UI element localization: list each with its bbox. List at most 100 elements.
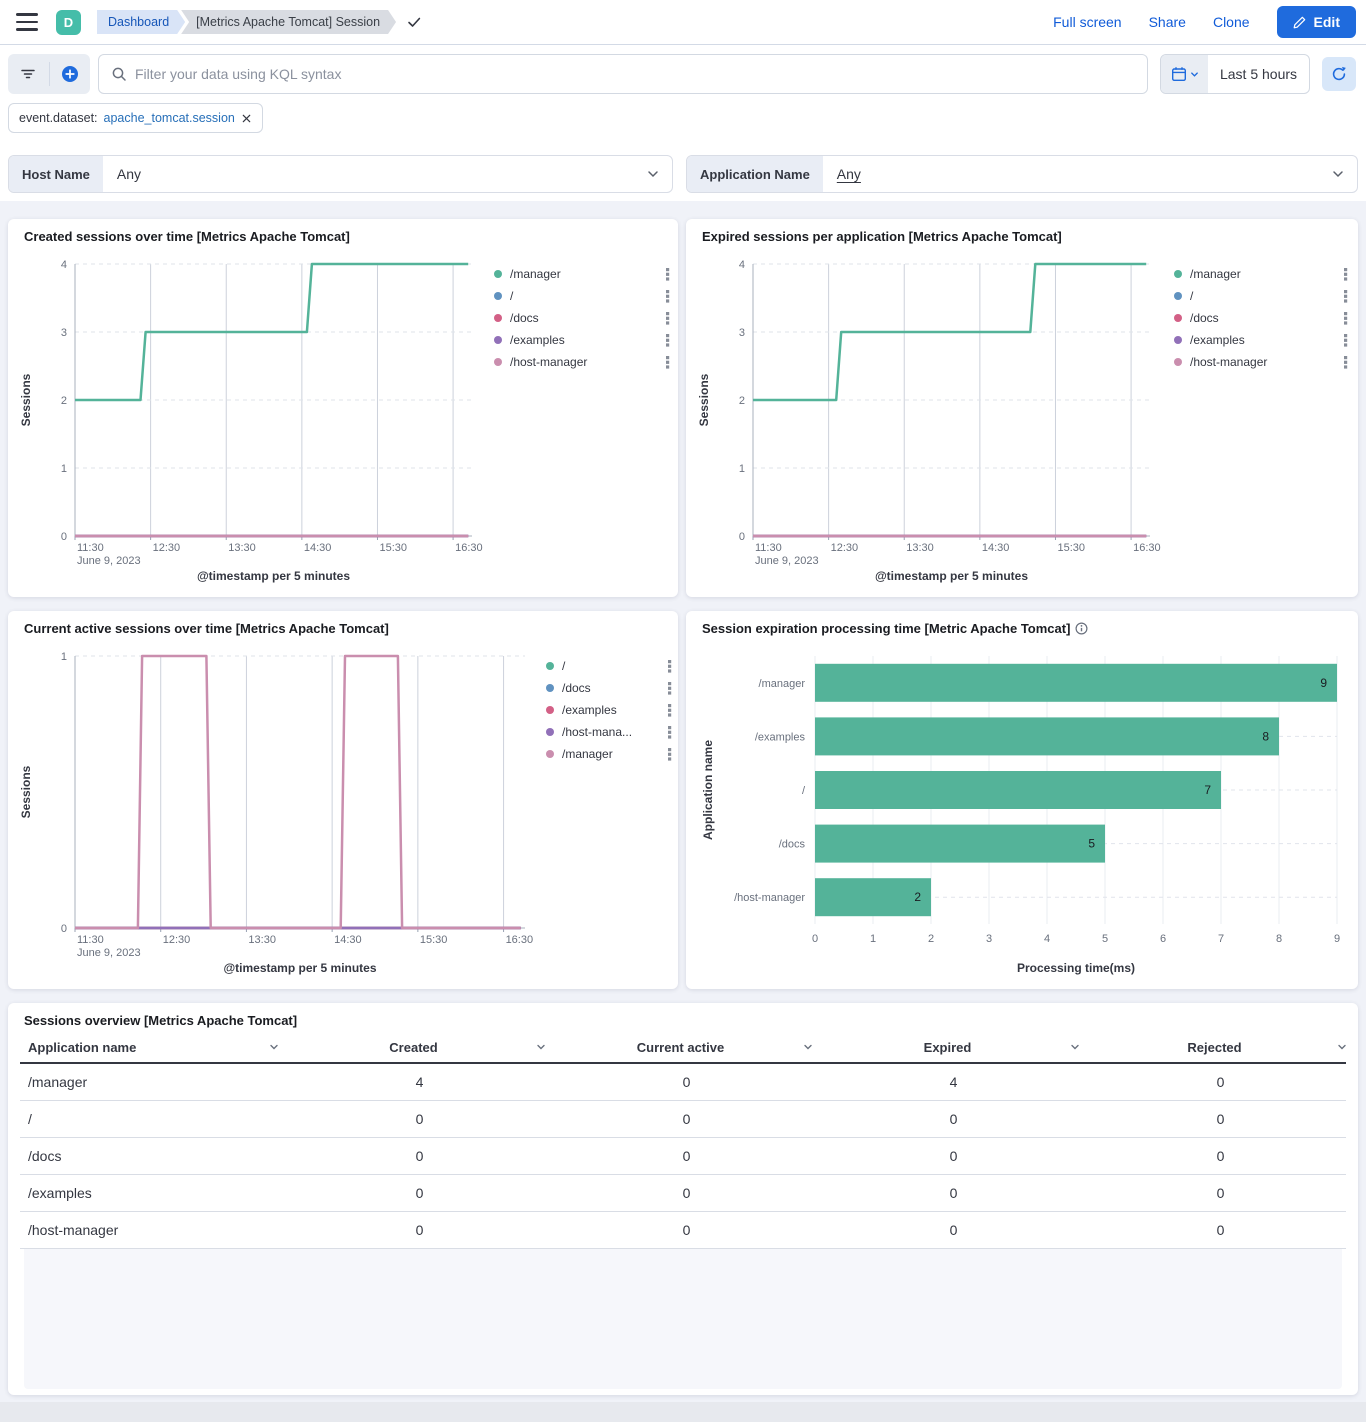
legend-menu-icon[interactable] [668, 660, 672, 673]
app-name-cell: /manager [20, 1064, 286, 1100]
column-header-expired[interactable]: Expired [820, 1032, 1087, 1062]
breadcrumb-current[interactable]: [Metrics Apache Tomcat] Session [181, 10, 396, 34]
control-application-name-value[interactable]: Any [823, 156, 1331, 192]
info-icon[interactable] [1075, 622, 1088, 635]
bar-/ [815, 771, 1221, 809]
value-cell: 0 [286, 1212, 553, 1248]
column-header-current-active[interactable]: Current active [553, 1032, 820, 1062]
full-screen-button[interactable]: Full screen [1053, 14, 1121, 30]
legend-item[interactable]: /manager [1174, 263, 1348, 285]
legend-item[interactable]: /host-manager [494, 351, 670, 373]
sort-chevron-icon [268, 1041, 280, 1053]
legend-item[interactable]: / [1174, 285, 1348, 307]
legend-dot [546, 684, 554, 692]
search-input[interactable] [135, 66, 1135, 82]
svg-text:0: 0 [61, 923, 67, 935]
legend-item[interactable]: /host-mana... [546, 721, 672, 743]
date-picker: Last 5 hours [1160, 54, 1310, 94]
table-empty-area [24, 1249, 1342, 1389]
filter-icon [20, 66, 36, 82]
legend-item[interactable]: /docs [1174, 307, 1348, 329]
column-header-application-name[interactable]: Application name [20, 1032, 286, 1062]
check-icon[interactable] [406, 14, 422, 30]
legend-label: /host-mana... [562, 725, 660, 739]
date-quick-select-button[interactable] [1161, 55, 1208, 93]
value-cell: 0 [820, 1175, 1087, 1211]
filter-pill[interactable]: event.dataset: apache_tomcat.session [8, 103, 263, 133]
legend-label: /manager [562, 747, 660, 761]
x-axis-title: @timestamp per 5 minutes [223, 961, 376, 975]
svg-text:14:30: 14:30 [304, 542, 332, 554]
share-button[interactable]: Share [1149, 14, 1186, 30]
menu-icon[interactable] [16, 13, 38, 31]
clone-button[interactable]: Clone [1213, 14, 1250, 30]
legend-item[interactable]: /manager [494, 263, 670, 285]
legend-menu-icon[interactable] [1344, 312, 1348, 325]
legend-menu-icon[interactable] [666, 268, 670, 281]
refresh-button[interactable] [1322, 57, 1356, 91]
svg-text:7: 7 [1218, 933, 1224, 945]
panel-created-sessions: Created sessions over time [Metrics Apac… [8, 219, 678, 597]
svg-text:15:30: 15:30 [1057, 542, 1085, 554]
svg-text:0: 0 [61, 531, 67, 543]
chevron-down-icon[interactable] [1331, 156, 1357, 192]
close-icon[interactable] [241, 113, 252, 124]
legend-menu-icon[interactable] [668, 682, 672, 695]
control-host-name-value[interactable]: Any [103, 156, 646, 192]
legend-label: /docs [510, 311, 658, 325]
svg-text:0: 0 [739, 531, 745, 543]
legend-label: / [1190, 289, 1336, 303]
sort-chevron-icon [1336, 1041, 1348, 1053]
svg-text:June 9, 2023: June 9, 2023 [755, 555, 819, 567]
calendar-icon [1171, 66, 1187, 82]
legend-menu-icon[interactable] [666, 290, 670, 303]
legend-dot [494, 336, 502, 344]
legend-menu-icon[interactable] [666, 356, 670, 369]
legend-menu-icon[interactable] [1344, 356, 1348, 369]
panel-expired-sessions: Expired sessions per application [Metric… [686, 219, 1358, 597]
legend-dot [546, 662, 554, 670]
column-header-rejected[interactable]: Rejected [1087, 1032, 1354, 1062]
chevron-down-icon [1190, 70, 1199, 79]
value-cell: 0 [820, 1138, 1087, 1174]
app-name-cell: /host-manager [20, 1212, 286, 1248]
add-filter-button[interactable] [49, 54, 90, 94]
legend-item[interactable]: /docs [494, 307, 670, 329]
legend-item[interactable]: /docs [546, 677, 672, 699]
value-cell: 0 [286, 1138, 553, 1174]
legend-menu-icon[interactable] [668, 748, 672, 761]
category-label: /examples [755, 731, 806, 743]
time-range-button[interactable]: Last 5 hours [1208, 55, 1309, 93]
svg-text:June 9, 2023: June 9, 2023 [77, 555, 141, 567]
svg-text:14:30: 14:30 [982, 542, 1010, 554]
legend-item[interactable]: / [494, 285, 670, 307]
svg-text:5: 5 [1102, 933, 1108, 945]
avatar[interactable]: D [56, 10, 81, 35]
legend-menu-icon[interactable] [1344, 290, 1348, 303]
svg-text:3: 3 [61, 327, 67, 339]
legend-item[interactable]: /examples [494, 329, 670, 351]
svg-text:0: 0 [812, 933, 818, 945]
filter-settings-button[interactable] [8, 54, 49, 94]
svg-text:8: 8 [1276, 933, 1282, 945]
bar-value-label: 7 [1204, 783, 1211, 797]
legend-menu-icon[interactable] [668, 726, 672, 739]
column-header-created[interactable]: Created [286, 1032, 553, 1062]
legend-item[interactable]: /examples [1174, 329, 1348, 351]
breadcrumb-dashboard[interactable]: Dashboard [97, 10, 185, 34]
legend-item[interactable]: /host-manager [1174, 351, 1348, 373]
chevron-down-icon[interactable] [646, 156, 672, 192]
legend-menu-icon[interactable] [666, 334, 670, 347]
legend-item[interactable]: / [546, 655, 672, 677]
edit-button[interactable]: Edit [1277, 6, 1356, 38]
legend-item[interactable]: /examples [546, 699, 672, 721]
legend-menu-icon[interactable] [668, 704, 672, 717]
value-cell: 0 [553, 1175, 820, 1211]
legend-menu-icon[interactable] [1344, 334, 1348, 347]
bar-value-label: 2 [914, 890, 921, 904]
legend-menu-icon[interactable] [666, 312, 670, 325]
legend-menu-icon[interactable] [1344, 268, 1348, 281]
legend-dot [494, 270, 502, 278]
legend-item[interactable]: /manager [546, 743, 672, 765]
value-cell: 0 [286, 1175, 553, 1211]
